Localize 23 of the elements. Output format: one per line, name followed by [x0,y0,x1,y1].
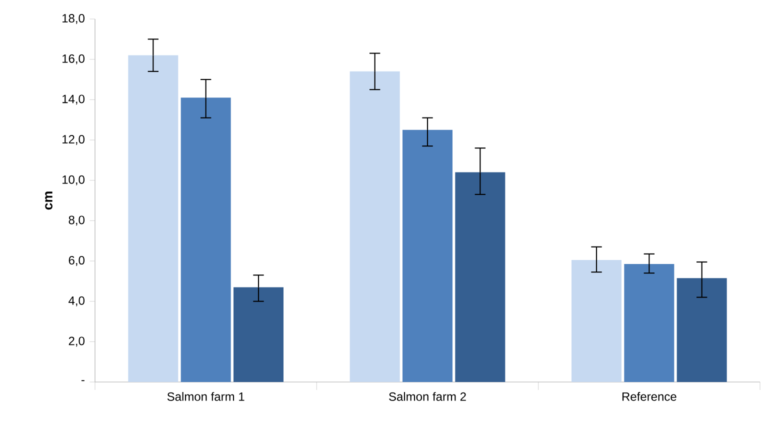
x-tick-label: Reference [622,392,676,401]
bar [455,172,506,382]
y-tick-label: 10,0 [62,175,84,186]
bar [676,278,727,382]
x-tick-label: Salmon farm 1 [167,392,244,401]
y-tick-label: 8,0 [68,216,84,226]
y-tick-label: 12,0 [62,135,84,145]
bar [624,264,674,382]
y-tick-label: 6,0 [68,256,84,266]
y-tick-label: - [82,380,84,382]
bar [128,55,178,382]
y-tick-label: 4,0 [68,296,84,306]
y-tick-label: 2,0 [68,336,84,347]
bar [572,260,622,382]
bar [350,71,400,382]
bar [234,287,284,382]
bar [180,98,231,382]
y-tick-label: 14,0 [62,94,84,105]
y-tick-label: 18,0 [62,14,84,24]
y-axis-title: cm [45,192,52,210]
bar [402,130,453,382]
y-tick-label: 16,0 [62,54,84,64]
x-tick-label: Salmon farm 2 [389,392,466,401]
